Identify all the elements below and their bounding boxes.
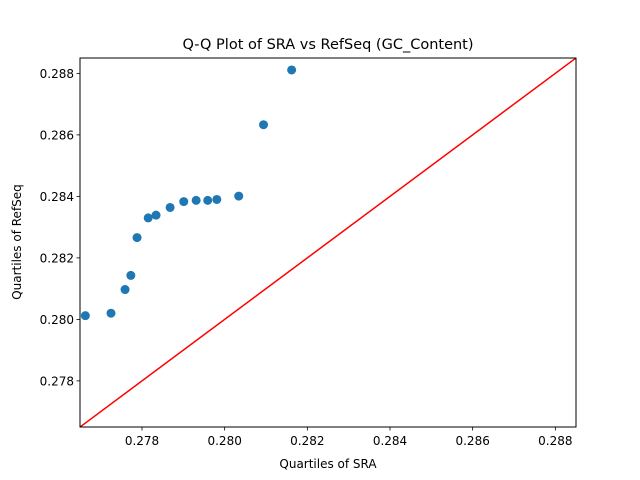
y-tick-label: 0.286	[40, 128, 74, 142]
data-point	[234, 191, 244, 201]
plot-frame	[79, 57, 577, 428]
data-point	[120, 285, 130, 295]
data-point	[151, 210, 161, 220]
data-point	[212, 194, 222, 204]
y-tick-label: 0.288	[40, 67, 74, 81]
data-point	[165, 202, 175, 212]
y-axis-ticks: 0.278 0.280 0.282 0.284 0.286 0.288	[40, 67, 80, 388]
reference-line	[80, 58, 576, 427]
x-tick-label: 0.278	[125, 434, 159, 448]
y-tick-label: 0.284	[40, 190, 74, 204]
x-axis-label: Quartiles of SRA	[279, 457, 377, 471]
chart-title: Q-Q Plot of SRA vs RefSeq (GC_Content)	[182, 37, 473, 53]
y-tick-label: 0.282	[40, 251, 74, 265]
data-point	[191, 195, 201, 205]
data-point	[259, 120, 269, 130]
y-axis-label: Quartiles of RefSeq	[10, 184, 24, 300]
data-point	[132, 233, 142, 243]
y-tick-label: 0.278	[40, 374, 74, 388]
data-point	[106, 308, 116, 318]
data-point	[126, 270, 136, 280]
x-axis-ticks: 0.278 0.280 0.282 0.284 0.286 0.288	[125, 427, 573, 448]
data-point	[203, 195, 213, 205]
y-tick-label: 0.280	[40, 313, 74, 327]
data-point	[80, 311, 90, 321]
x-tick-label: 0.282	[290, 434, 324, 448]
data-points-layer	[80, 65, 297, 321]
x-tick-label: 0.280	[207, 434, 241, 448]
x-tick-label: 0.286	[455, 434, 489, 448]
x-tick-label: 0.288	[538, 434, 572, 448]
data-point	[143, 213, 153, 223]
data-point	[179, 197, 189, 207]
data-point	[287, 65, 297, 75]
x-tick-label: 0.284	[373, 434, 407, 448]
reference-line-layer	[80, 58, 576, 427]
